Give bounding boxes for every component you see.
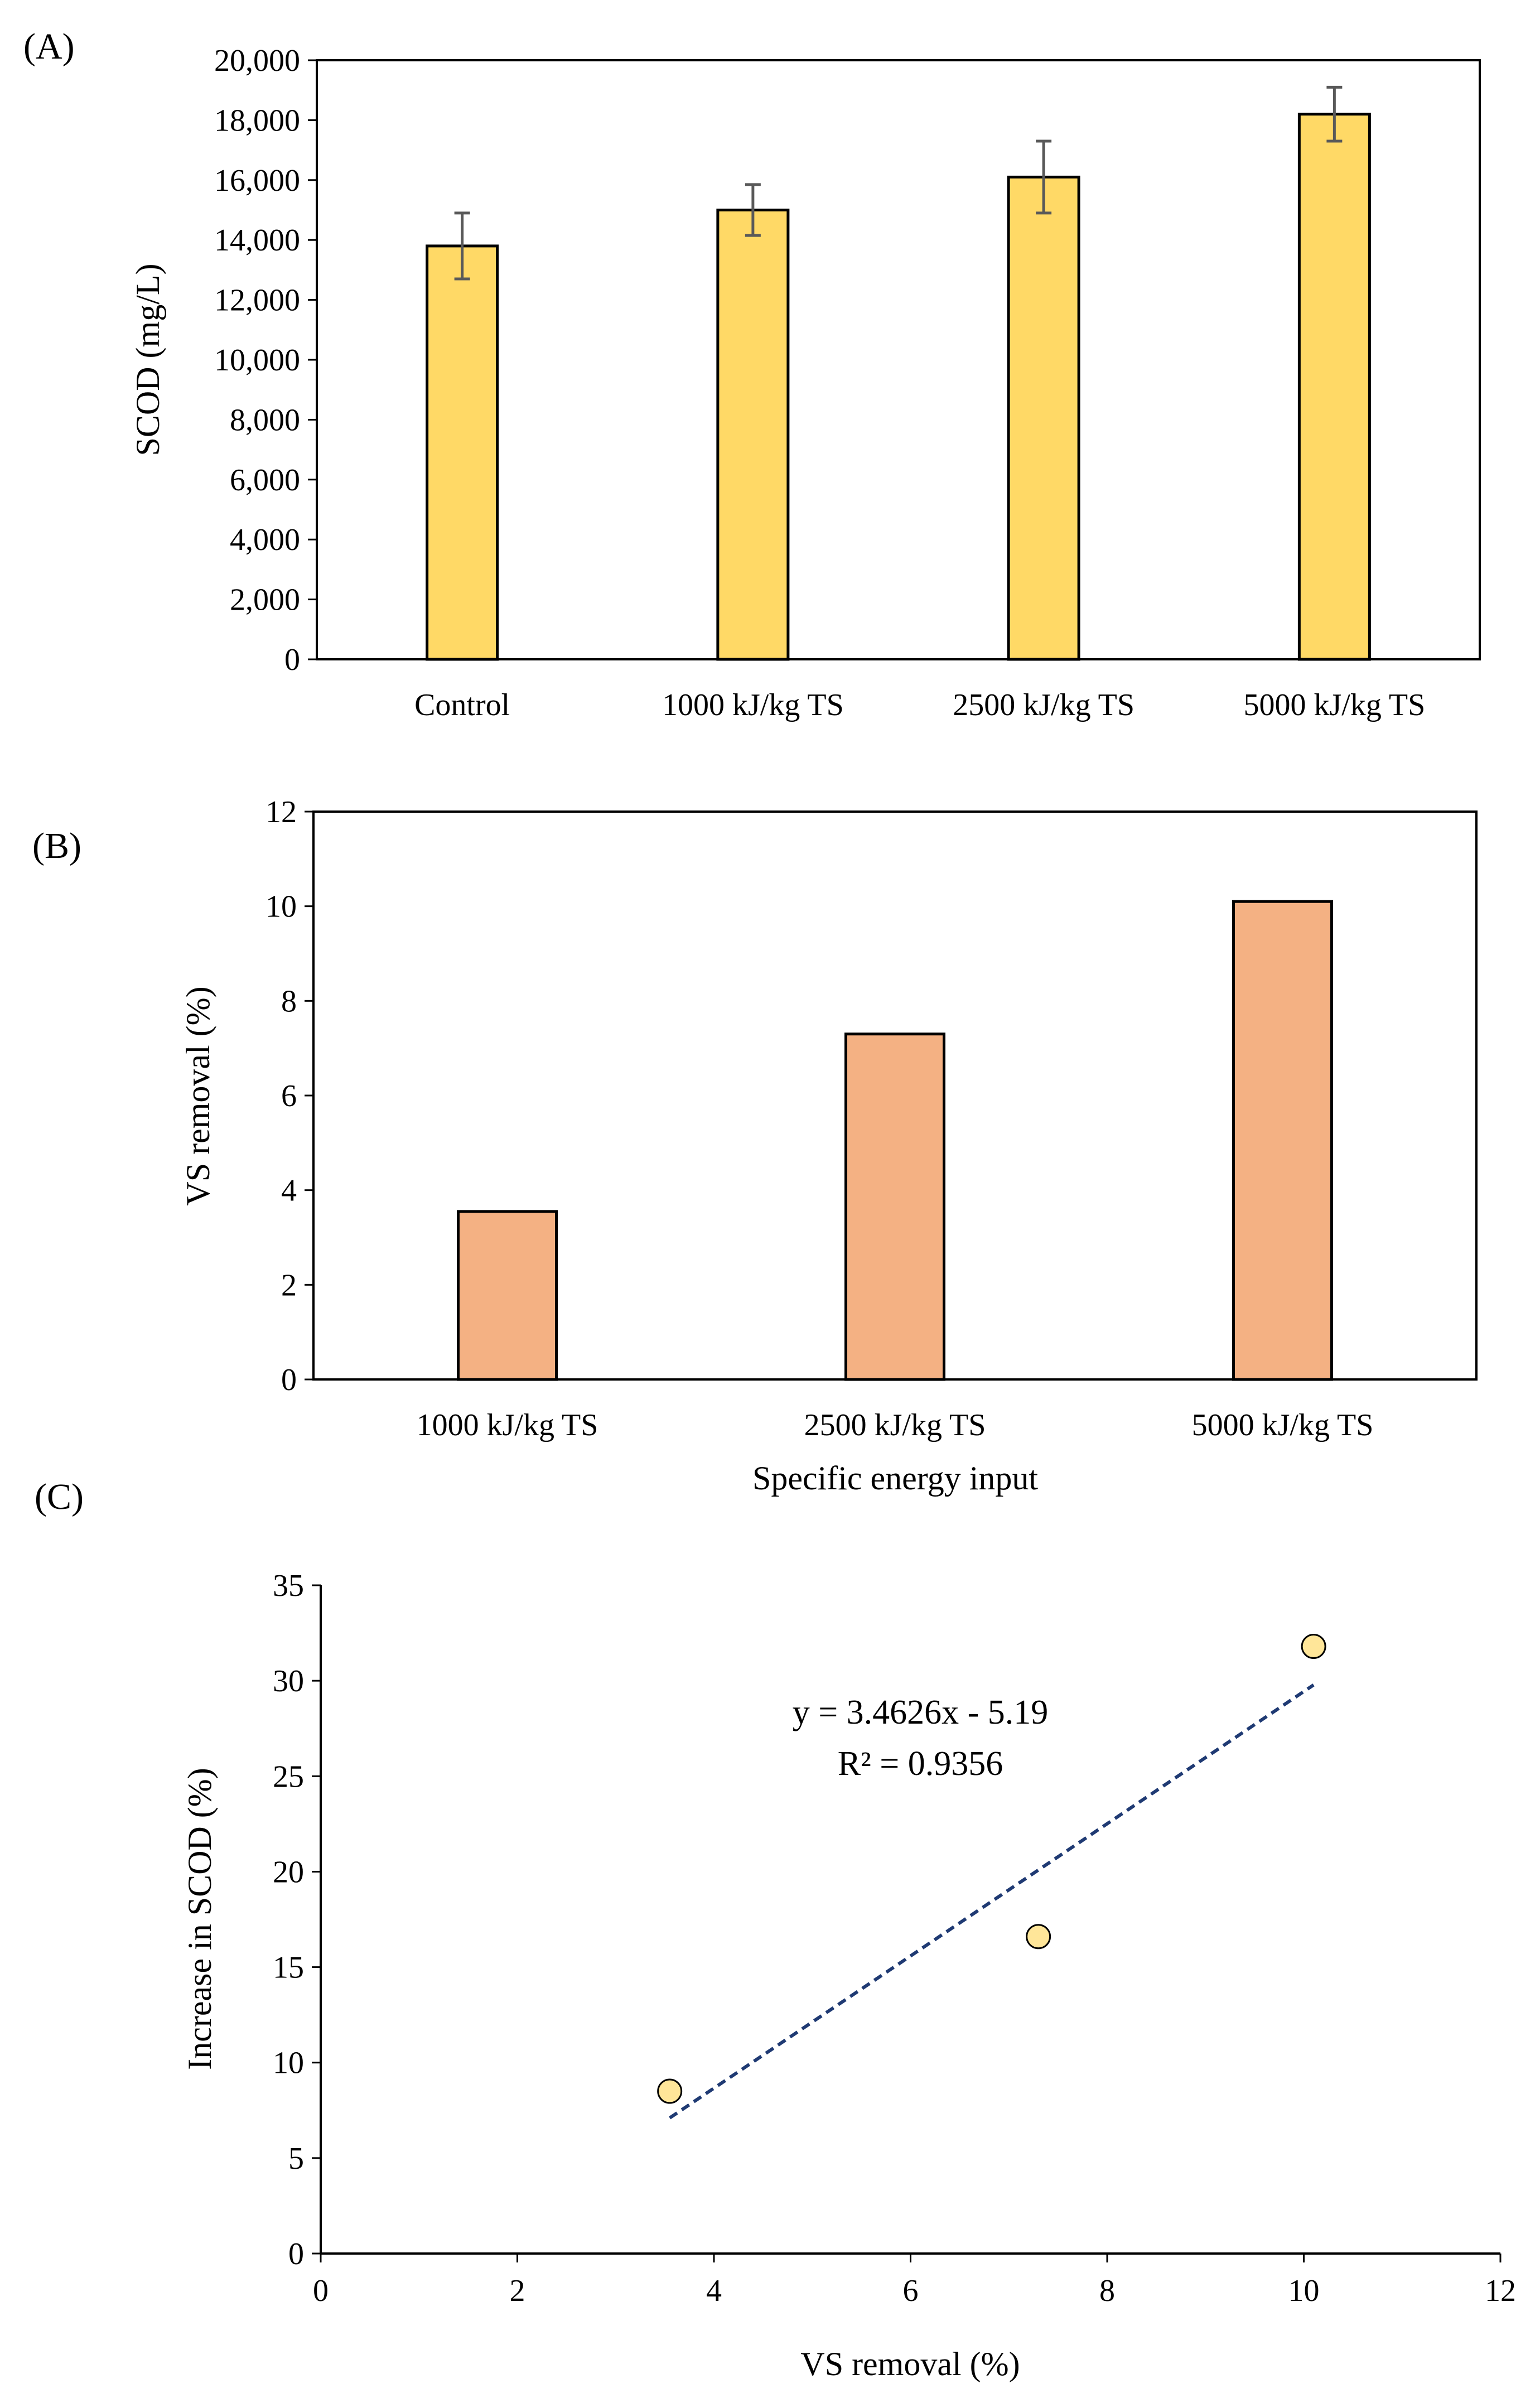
chart-b-category-label: 2500 kJ/kg TS [804, 1408, 986, 1442]
chart-a-ytick-label: 14,000 [214, 223, 300, 258]
chart-c-point [1301, 1634, 1326, 1659]
chart-b-ytick-label: 4 [281, 1174, 297, 1208]
chart-a-x-axis: Control 1000 kJ/kg TS 2500 kJ/kg TS 5000 kJ… [414, 688, 1425, 722]
chart-b-bar [844, 1032, 945, 1381]
chart-a-ytick-label: 18,000 [214, 103, 300, 138]
chart-c-ytick-label: 20 [273, 1855, 304, 1889]
chart-a-ytick-label: 16,000 [214, 163, 300, 198]
chart-c-y-axis: 0 5 10 15 20 25 30 35 [273, 1569, 321, 2271]
chart-b-bars [457, 900, 1333, 1381]
chart-c-ytick-label: 10 [273, 2046, 304, 2081]
chart-b-category-label: 5000 kJ/kg TS [1192, 1408, 1374, 1442]
chart-c-ytick-label: 5 [288, 2141, 304, 2176]
chart-b-ytick-label: 0 [281, 1363, 297, 1397]
chart-c-point [657, 2078, 683, 2104]
chart-a-category-label: Control [414, 688, 510, 722]
chart-a-bar [716, 209, 790, 661]
chart-b-ytick-label: 6 [281, 1079, 297, 1113]
chart-b-bar [1232, 900, 1333, 1381]
chart-c-x-axis: 0 2 4 6 8 10 12 [313, 2254, 1516, 2308]
chart-c-equation: y = 3.4626x - 5.19 [793, 1693, 1049, 1731]
chart-c-ytick-label: 35 [273, 1569, 304, 1603]
chart-b-bar [457, 1210, 558, 1381]
chart-a-bar [426, 244, 499, 661]
chart-c-xtick-label: 6 [903, 2274, 919, 2308]
chart-a-bars [426, 85, 1371, 661]
chart-a-ytick-label: 20,000 [214, 44, 300, 78]
chart-b-y-axis: 0 2 4 6 8 10 12 [265, 795, 313, 1397]
chart-a-ytick-label: 4,000 [230, 523, 300, 557]
panel-label-a: (A) [23, 26, 75, 67]
chart-a-ylabel: SCOD (mg/L) [129, 264, 166, 456]
chart-c-r-squared: R² = 0.9356 [838, 1745, 1003, 1783]
chart-b-x-axis: 1000 kJ/kg TS 2500 kJ/kg TS 5000 kJ/kg TS [417, 1408, 1374, 1442]
chart-c-point [1026, 1924, 1051, 1950]
chart-c-points [657, 1634, 1326, 2104]
chart-a-bar [1007, 175, 1080, 661]
chart-a-ytick-label: 2,000 [230, 583, 300, 617]
chart-c-ytick-label: 0 [288, 2237, 304, 2271]
chart-c-trendline [669, 1683, 1315, 2120]
chart-c-ytick-label: 25 [273, 1759, 304, 1794]
chart-a-ytick-label: 8,000 [230, 403, 300, 437]
chart-a-category-label: 2500 kJ/kg TS [953, 688, 1135, 722]
chart-b-ytick-label: 10 [265, 890, 297, 924]
chart-a-bar [1297, 113, 1371, 661]
chart-a-ytick-label: 10,000 [214, 343, 300, 378]
chart-a-ytick-label: 0 [284, 643, 300, 677]
chart-a-y-axis: 0 2,000 4,000 6,000 8,000 10,000 12,000 14,000 1… [214, 44, 317, 677]
chart-c: (C) 0 5 10 15 20 25 30 35 0 2 4 6 8 10 12 y = 3.4626x… [35, 1477, 1516, 2382]
chart-c-ylabel: Increase in SCOD (%) [181, 1768, 218, 2070]
panel-label-c: (C) [35, 1477, 84, 1517]
chart-c-ytick-label: 15 [273, 1951, 304, 1985]
chart-c-xtick-label: 0 [313, 2274, 329, 2308]
chart-c-xtick-label: 2 [510, 2274, 525, 2308]
panel-label-b: (B) [32, 826, 81, 866]
chart-b: (B) 0 2 4 6 8 10 12 1000 kJ/kg TS 2500 kJ/kg TS… [32, 795, 1478, 1497]
chart-c-xtick-label: 8 [1099, 2274, 1115, 2308]
chart-a: (A) 0 2,000 4,000 6,000 8,000 10,000 12,000 14,… [23, 26, 1481, 722]
chart-b-ytick-label: 8 [281, 984, 297, 1019]
chart-a-ytick-label: 12,000 [214, 283, 300, 318]
chart-b-xlabel: Specific energy input [752, 1460, 1038, 1497]
chart-b-ytick-label: 12 [265, 795, 297, 829]
chart-b-ytick-label: 2 [281, 1268, 297, 1302]
chart-b-ylabel: VS removal (%) [180, 986, 216, 1205]
chart-c-xtick-label: 10 [1288, 2274, 1320, 2308]
chart-c-xtick-label: 12 [1485, 2274, 1516, 2308]
chart-c-ytick-label: 30 [273, 1664, 304, 1699]
chart-a-ytick-label: 6,000 [230, 463, 300, 498]
chart-c-xtick-label: 4 [706, 2274, 722, 2308]
chart-c-xlabel: VS removal (%) [800, 2346, 1020, 2382]
chart-c-trendline-group [669, 1683, 1315, 2120]
chart-a-category-label: 5000 kJ/kg TS [1244, 688, 1426, 722]
chart-b-category-label: 1000 kJ/kg TS [417, 1408, 598, 1442]
chart-a-category-label: 1000 kJ/kg TS [662, 688, 844, 722]
